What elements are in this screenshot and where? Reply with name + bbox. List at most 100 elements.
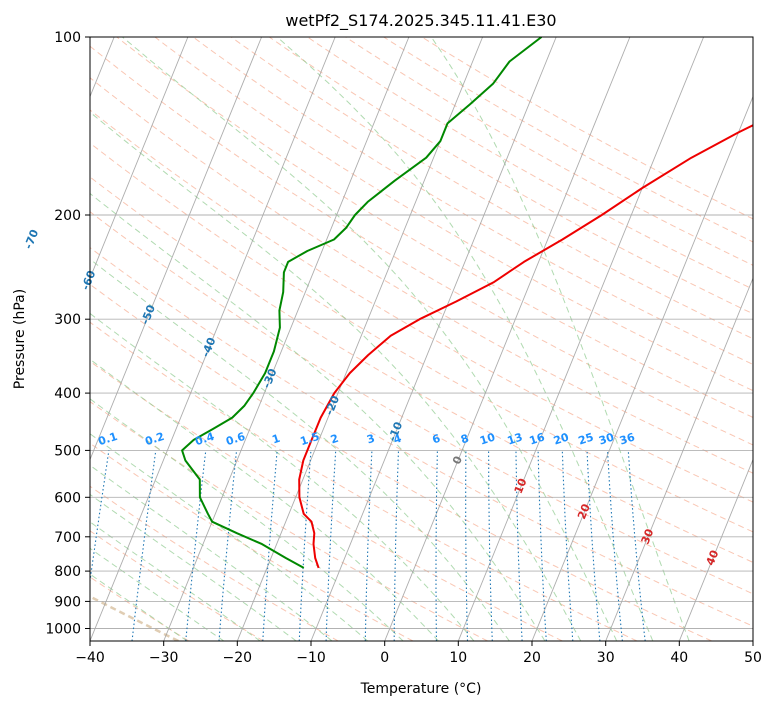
- mixing-ratio-line: [90, 450, 110, 585]
- mixing-ratio-line: [131, 450, 157, 641]
- x-axis-label: Temperature (°C): [360, 681, 482, 697]
- mixing-ratio-label: 25: [577, 431, 596, 448]
- mixing-ratio-label: 10: [478, 430, 497, 447]
- mixing-ratio-line: [606, 450, 623, 641]
- isotherm-line: [90, 37, 263, 461]
- moist-adiabat: [90, 433, 369, 641]
- x-tick-label: 20: [523, 650, 541, 666]
- y-axis-label: Pressure (hPa): [12, 289, 28, 389]
- dry-adiabat: [90, 211, 753, 595]
- x-tick-label: 50: [744, 650, 762, 666]
- isotherm-label: 20: [575, 502, 593, 521]
- dry-adiabat: [90, 530, 264, 641]
- y-tick-label: 800: [54, 564, 81, 580]
- isopleth-labels: -100-90-80-70-60-50-40-30-20-10010203040…: [22, 227, 722, 567]
- isotherm-label: 40: [704, 548, 722, 567]
- dry-adiabat: [90, 442, 414, 641]
- x-tick-label: 0: [380, 650, 389, 666]
- moist-adiabat: [90, 111, 582, 641]
- mixing-ratio-label: 1: [270, 432, 281, 447]
- y-tick-label: 300: [54, 312, 81, 328]
- dry-adiabat: [90, 283, 712, 641]
- isotherm-label: 10: [512, 476, 530, 495]
- y-tick-label: 900: [54, 594, 81, 610]
- dry-adiabat: [307, 37, 753, 290]
- y-tick-label: 400: [54, 386, 81, 402]
- mixing-ratio-line: [298, 450, 312, 641]
- moist-adiabat: [276, 37, 654, 641]
- isotherm-line: [310, 37, 557, 641]
- moist-adiabat: [90, 521, 261, 641]
- moist-adiabat: [90, 258, 510, 641]
- dry-adiabat: [90, 247, 753, 627]
- x-tick-label: −20: [223, 650, 253, 666]
- y-tick-label: 100: [54, 30, 81, 46]
- dry-adiabat: [192, 37, 753, 365]
- moist-adiabat: [90, 493, 297, 641]
- moist-adiabat: [90, 547, 225, 641]
- mixing-ratio-line: [627, 450, 646, 641]
- isotherm-line: [163, 37, 410, 641]
- mixing-ratio-label: 36: [618, 430, 637, 447]
- mixing-ratio-label: 2: [329, 432, 340, 447]
- mixing-ratio-line: [465, 450, 469, 641]
- dewpoint-profile-line: [181, 37, 543, 569]
- y-tick-label: 600: [54, 490, 81, 506]
- y-axis: 1000 900 800 700 600 500 400 300 200 100: [45, 30, 90, 638]
- x-tick-label: 40: [670, 650, 688, 666]
- mixing-ratio-line: [218, 450, 238, 641]
- dry-adiabat: [116, 37, 753, 419]
- dry-adiabat: [90, 321, 638, 641]
- y-tick-label: 200: [54, 208, 81, 224]
- mixing-ratio-line: [488, 450, 493, 641]
- chart-title: wetPf2_S174.2025.345.11.41.E30: [285, 11, 556, 31]
- mixing-ratio-label: 16: [528, 430, 547, 447]
- mixing-ratio-label: 3: [365, 432, 376, 447]
- isotherm-line: [605, 276, 753, 641]
- mixing-ratio-label: 1.5: [299, 430, 322, 448]
- isotherm-line: [678, 458, 753, 641]
- moist-adiabat: [90, 573, 188, 641]
- moist-adiabat: [430, 37, 690, 641]
- mixing-ratio-label: 13: [506, 431, 525, 448]
- isotherm-line: [531, 95, 753, 641]
- moist-adiabat: [90, 398, 404, 641]
- dry-adiabat: [154, 37, 753, 392]
- plot-frame: [89, 36, 754, 642]
- moist-adiabat: [90, 312, 475, 641]
- isotherm-label: 30: [639, 527, 657, 546]
- mixing-ratio-line: [435, 450, 438, 641]
- isotherm-line: [90, 37, 189, 280]
- isotherm-label: 0: [450, 454, 465, 466]
- mixing-ratio-line: [364, 450, 373, 641]
- mixing-ratio-line: [537, 450, 547, 641]
- mixing-ratio-label: 0.6: [224, 430, 247, 448]
- y-tick-label: 1000: [45, 622, 81, 638]
- mixing-ratio-label: 0.1: [97, 430, 120, 448]
- isotherm-line: [457, 37, 705, 641]
- x-axis: −40 −30 −20 −10 0 10 20 30 40 50: [75, 641, 762, 666]
- isotherm-line: [90, 37, 336, 641]
- dry-adiabat: [269, 37, 753, 315]
- mixing-ratio-label: 20: [552, 430, 571, 447]
- dry-adiabat: [90, 401, 488, 641]
- isotherm-label: -70: [22, 227, 42, 251]
- dry-adiabat: [230, 37, 753, 340]
- isotherm-line: [384, 37, 631, 641]
- mixing-ratio-label: 4: [392, 432, 404, 447]
- dry-adiabat: [90, 485, 339, 641]
- dry-adiabat: [90, 576, 190, 641]
- plot-area: [90, 37, 753, 641]
- mixing-ratio-label: 6: [431, 432, 443, 447]
- x-tick-label: 10: [449, 650, 467, 666]
- isotherm-line: [752, 639, 753, 641]
- mixing-ratio-label: 0.4: [193, 430, 216, 448]
- mixing-ratio-label: 30: [597, 430, 616, 447]
- x-tick-label: −30: [149, 650, 179, 666]
- y-tick-label: 700: [54, 530, 81, 546]
- dry-adiabat: [90, 45, 753, 446]
- isotherm-label: -50: [138, 303, 158, 327]
- isotherm-label: -40: [199, 335, 219, 359]
